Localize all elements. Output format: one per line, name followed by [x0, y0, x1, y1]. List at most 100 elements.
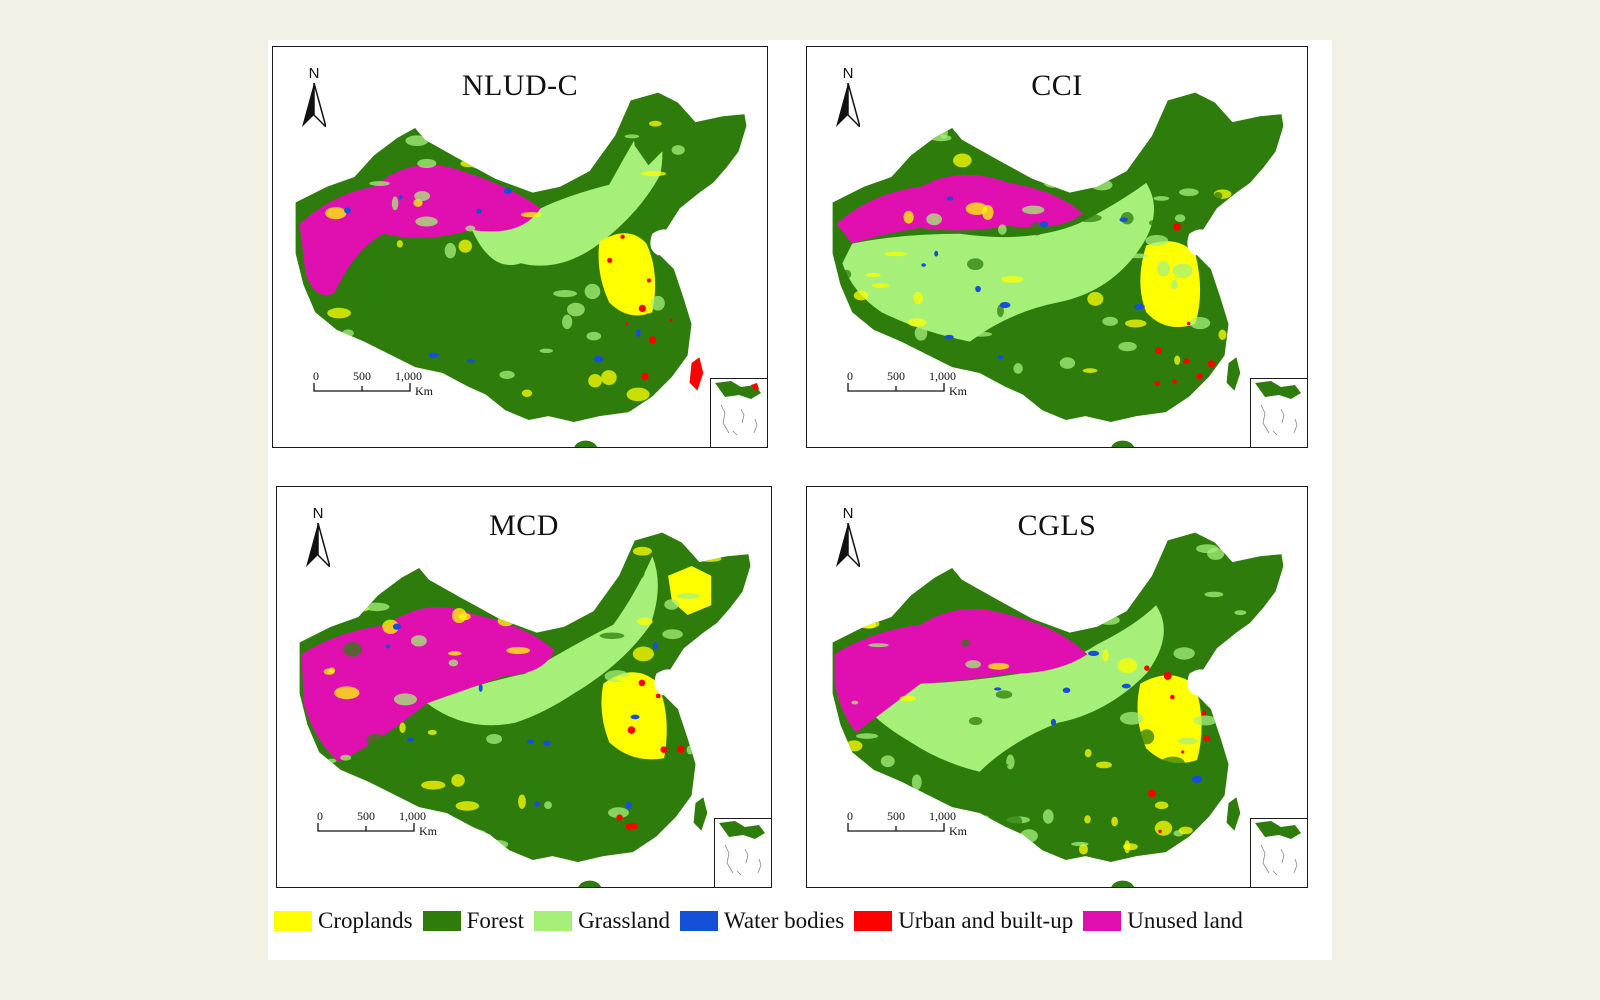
land-cover-patch	[641, 171, 667, 177]
legend-swatch	[274, 911, 312, 931]
land-cover-patch	[1078, 586, 1101, 593]
water-body-patch	[1075, 595, 1082, 602]
land-cover-patch	[468, 398, 486, 404]
north-arrow: N	[299, 65, 329, 131]
land-cover-patch	[460, 160, 477, 168]
land-cover-patch	[967, 258, 984, 271]
land-cover-patch	[845, 740, 863, 752]
north-label: N	[842, 505, 854, 522]
land-cover-patch	[342, 329, 354, 337]
land-cover-patch	[375, 315, 387, 330]
land-cover-patch	[1108, 565, 1121, 577]
water-body-patch	[921, 263, 927, 267]
water-body-patch	[1134, 303, 1145, 310]
water-body-patch	[1200, 695, 1208, 701]
scale-tick-label: 1,000	[929, 809, 956, 823]
land-cover-map	[832, 532, 1284, 887]
water-body-patch	[997, 355, 1004, 360]
scale-tick-label: 1,000	[395, 369, 422, 383]
land-cover-patch	[443, 120, 458, 130]
land-cover-patch	[1019, 134, 1028, 148]
scale-line	[313, 383, 411, 392]
land-cover-patch	[1043, 729, 1054, 734]
land-cover-patch	[1113, 556, 1125, 565]
land-cover-patch	[325, 207, 347, 220]
land-cover-patch	[1148, 219, 1166, 227]
legend-swatch	[680, 911, 719, 931]
land-cover-patch	[1118, 341, 1137, 352]
land-cover-patch	[421, 780, 446, 790]
water-body-patch	[543, 740, 552, 746]
land-cover-patch	[302, 318, 317, 329]
grassland-region	[427, 556, 658, 726]
land-cover-patch	[396, 240, 403, 248]
land-cover-patch	[522, 231, 531, 245]
land-cover-patch	[1146, 687, 1165, 699]
urban-patch	[1158, 829, 1162, 834]
unused-land-region	[834, 609, 1088, 733]
land-cover-patch	[1228, 219, 1252, 230]
water-body-patch	[406, 737, 415, 742]
land-cover-patch	[1160, 756, 1185, 770]
land-cover-patch	[470, 160, 487, 169]
hainan-island	[1111, 440, 1134, 447]
land-cover-patch	[1210, 690, 1227, 698]
land-cover-patch	[926, 563, 944, 576]
urban-patch	[1186, 321, 1191, 326]
land-cover-patch	[972, 315, 991, 329]
land-cover-patch	[427, 729, 437, 735]
scale-bar: 0 500 1,000 Km	[317, 809, 457, 845]
taiwan-island	[1226, 797, 1241, 831]
land-cover-patch	[328, 667, 335, 673]
legend-item-urban: Urban and built-up	[854, 908, 1073, 934]
land-cover-patch	[842, 269, 852, 279]
north-arrow: N	[833, 65, 863, 131]
land-cover-patch	[544, 801, 552, 810]
scale-tick-label: 0	[847, 809, 853, 823]
land-cover-patch	[1006, 754, 1015, 770]
land-cover-patch	[369, 181, 390, 186]
map-panel-cci: CCI N 0 500 1,000 Km	[806, 46, 1308, 448]
scale-tick-label: 500	[887, 809, 905, 823]
legend-label: Urban and built-up	[898, 908, 1074, 933]
land-cover-patch	[631, 737, 653, 744]
land-cover-patch	[1151, 381, 1170, 395]
water-body-patch	[1121, 683, 1131, 689]
land-cover-patch	[532, 563, 544, 571]
urban-patch	[641, 372, 649, 381]
land-cover-patch	[588, 373, 602, 388]
urban-patch	[638, 679, 646, 687]
land-cover-patch	[559, 138, 568, 149]
land-cover-patch	[1167, 92, 1233, 166]
land-cover-patch	[855, 733, 879, 739]
land-cover-patch	[520, 559, 536, 568]
land-cover-patch	[834, 850, 856, 856]
land-cover-patch	[368, 280, 391, 295]
urban-patch	[669, 318, 673, 322]
land-cover-patch	[540, 558, 550, 574]
scale-tick-label: 0	[317, 809, 323, 823]
land-cover-patch	[1084, 815, 1091, 824]
land-cover-patch	[1154, 820, 1173, 836]
legend-label: Water bodies	[724, 908, 845, 933]
urban-patch	[1154, 380, 1160, 386]
land-cover-patch	[497, 615, 515, 627]
legend-swatch	[854, 911, 893, 931]
land-cover-patch	[1079, 339, 1094, 346]
land-cover-patch	[1173, 647, 1195, 660]
land-cover-patch	[455, 114, 478, 122]
scale-bar: 0 500 1,000 Km	[313, 369, 453, 405]
urban-patch	[655, 693, 661, 699]
water-body-patch	[534, 801, 540, 807]
north-label: N	[308, 65, 320, 82]
land-cover-patch	[1172, 263, 1193, 278]
land-cover-patch	[853, 290, 869, 301]
land-cover-patch	[309, 594, 333, 604]
land-cover-patch	[444, 242, 457, 259]
land-cover-patch	[314, 582, 325, 589]
inset-map	[1255, 821, 1301, 876]
land-cover-patch	[884, 251, 907, 257]
land-cover-patch	[1078, 844, 1088, 855]
legend-swatch	[1083, 911, 1122, 931]
cropland-region	[598, 233, 656, 316]
